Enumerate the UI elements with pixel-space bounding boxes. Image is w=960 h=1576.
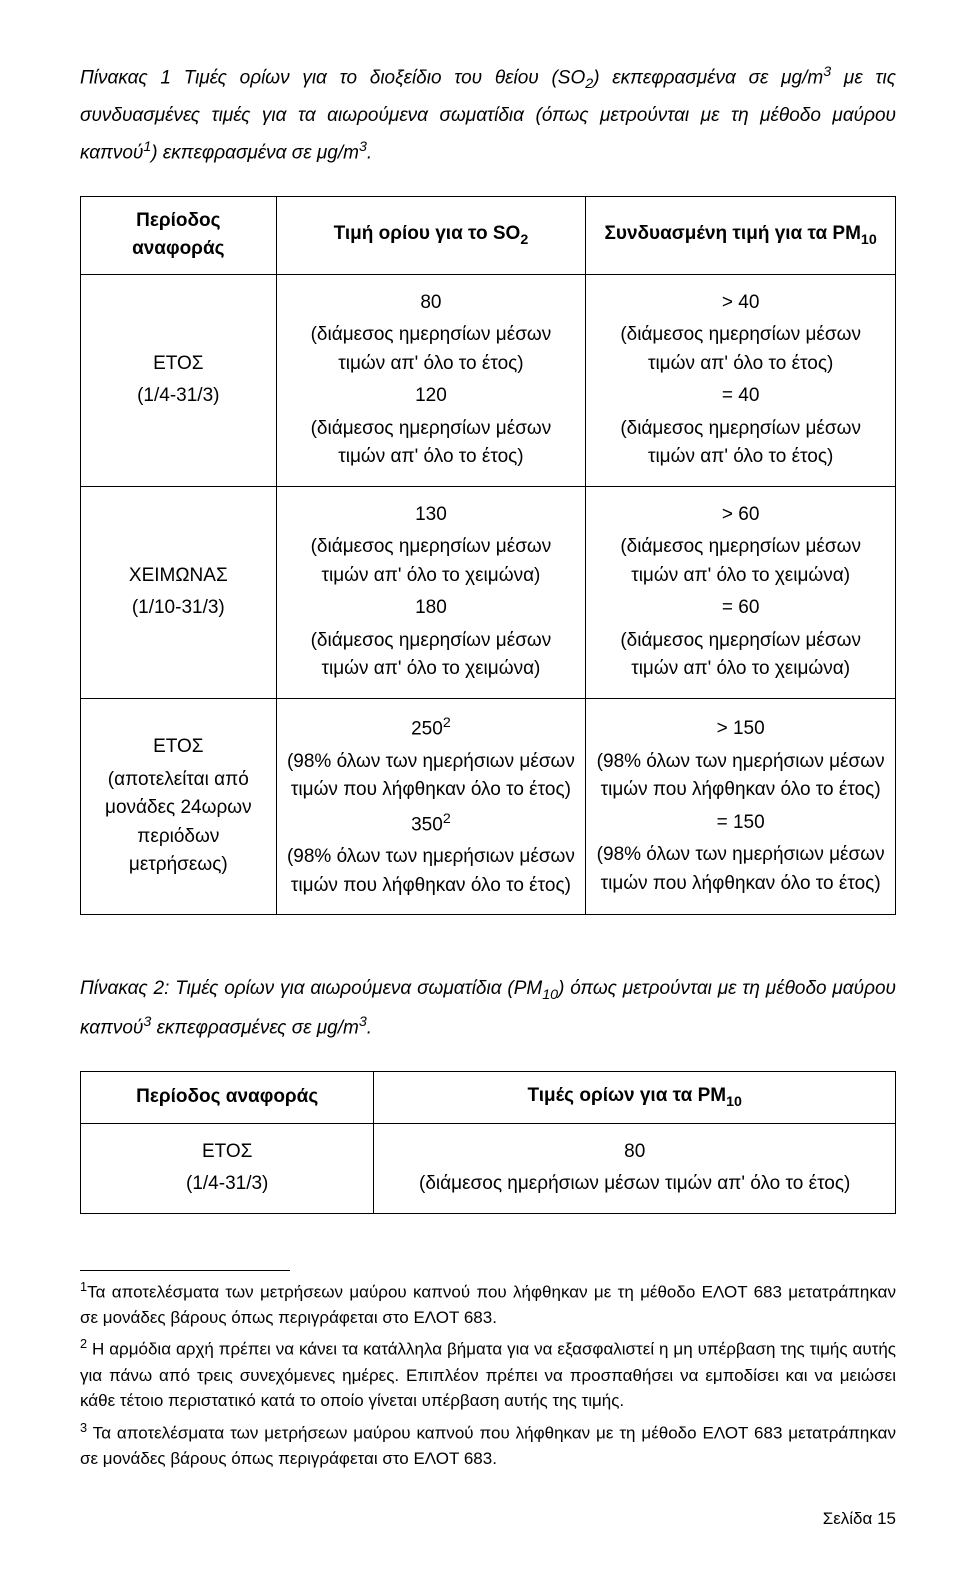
table-row: ΕΤΟΣ (αποτελείται από μονάδες 24ωρων περ… (81, 698, 896, 915)
table-row: ΕΤΟΣ (1/4-31/3) 80 (διάμεσος ημερησίων μ… (81, 274, 896, 486)
footnote-1: 1Τα αποτελέσματα των μετρήσεων μαύρου κα… (80, 1277, 896, 1331)
table-row: ΕΤΟΣ (1/4-31/3) 80 (διάμεσος ημερήσιων μ… (81, 1123, 896, 1213)
table1-header-so2: Τιμή ορίου για το SO2 (276, 196, 586, 274)
table-row: ΧΕΙΜΩΝΑΣ (1/10-31/3) 130 (διάμεσος ημερη… (81, 486, 896, 698)
table2-header-period: Περίοδος αναφοράς (81, 1071, 374, 1123)
footnote-2: 2 Η αρμόδια αρχή πρέπει να κάνει τα κατά… (80, 1334, 896, 1413)
footnote-3: 3 Τα αποτελέσματα των μετρήσεων μαύρου κ… (80, 1418, 896, 1472)
table1-caption: Πίνακας 1 Τιμές ορίων για το διοξείδιο τ… (80, 59, 896, 172)
footnotes: 1Τα αποτελέσματα των μετρήσεων μαύρου κα… (80, 1270, 896, 1471)
table2-header-pm10: Τιμές ορίων για τα PM10 (374, 1071, 896, 1123)
page-number: Σελίδα 15 (80, 1503, 896, 1535)
table1-header-period: Περίοδοςαναφοράς (81, 196, 277, 274)
table1-header-pm10: Συνδυασμένη τιμή για τα PM10 (586, 196, 896, 274)
table2: Περίοδος αναφοράς Τιμές ορίων για τα PM1… (80, 1071, 896, 1214)
table2-caption: Πίνακας 2: Τιμές ορίων για αιωρούμενα σω… (80, 971, 896, 1046)
table1: Περίοδοςαναφοράς Τιμή ορίου για το SO2 Σ… (80, 196, 896, 916)
